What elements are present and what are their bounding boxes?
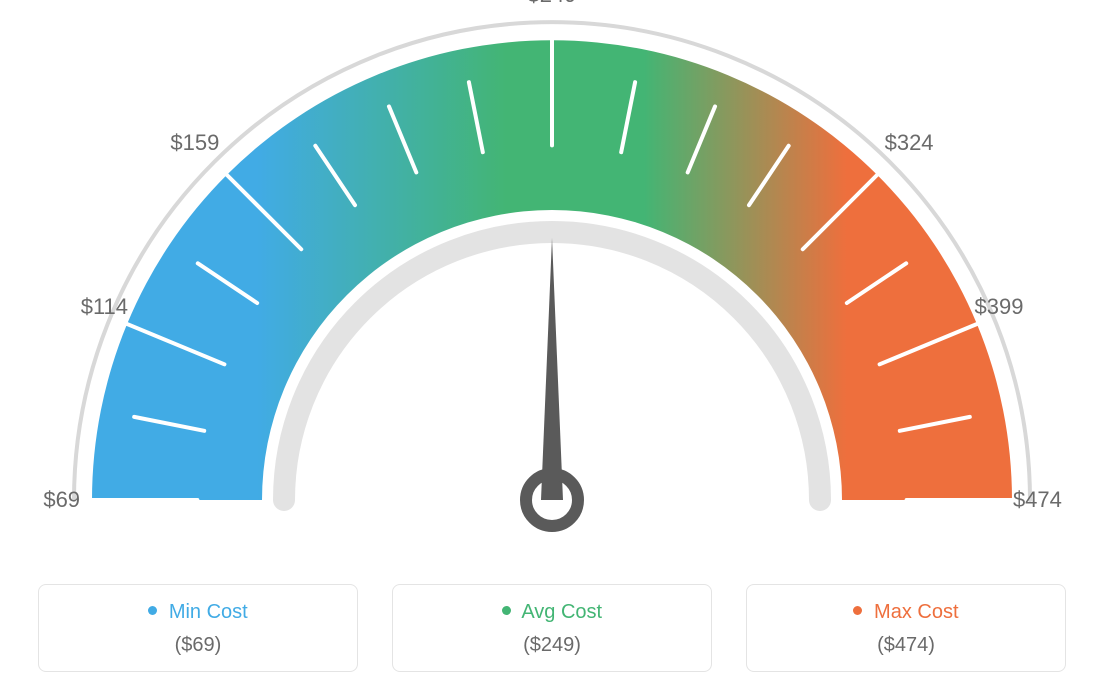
legend-value-avg: ($249): [393, 634, 711, 657]
legend-dot-max: [853, 606, 862, 615]
gauge-tick-label: $69: [43, 487, 80, 513]
gauge-tick-label: $399: [974, 294, 1023, 320]
legend-label-avg: Avg Cost: [521, 601, 602, 623]
gauge-tick-label: $324: [885, 130, 934, 156]
gauge-area: $69 $114 $159 $249 $324 $399 $474: [0, 0, 1104, 560]
cost-gauge-container: $69 $114 $159 $249 $324 $399 $474 Min Cost ($6…: [0, 0, 1104, 690]
gauge-needle: [541, 238, 563, 500]
legend-label-max: Max Cost: [874, 601, 958, 623]
legend-value-max: ($474): [747, 634, 1065, 657]
gauge-tick-label: $249: [528, 0, 577, 8]
legend-value-min: ($69): [39, 634, 357, 657]
legend-title-avg: Avg Cost: [393, 601, 711, 624]
gauge-tick-label: $114: [81, 294, 128, 320]
legend-title-max: Max Cost: [747, 601, 1065, 624]
gauge-tick-label: $159: [170, 130, 219, 156]
legend-card-avg: Avg Cost ($249): [392, 584, 712, 672]
legend-label-min: Min Cost: [169, 601, 248, 623]
legend-row: Min Cost ($69) Avg Cost ($249) Max Cost …: [0, 584, 1104, 672]
legend-dot-avg: [502, 606, 511, 615]
legend-card-min: Min Cost ($69): [38, 584, 358, 672]
gauge-tick-label: $474: [1013, 487, 1062, 513]
legend-title-min: Min Cost: [39, 601, 357, 624]
legend-card-max: Max Cost ($474): [746, 584, 1066, 672]
gauge-svg: [0, 0, 1104, 560]
legend-dot-min: [148, 606, 157, 615]
